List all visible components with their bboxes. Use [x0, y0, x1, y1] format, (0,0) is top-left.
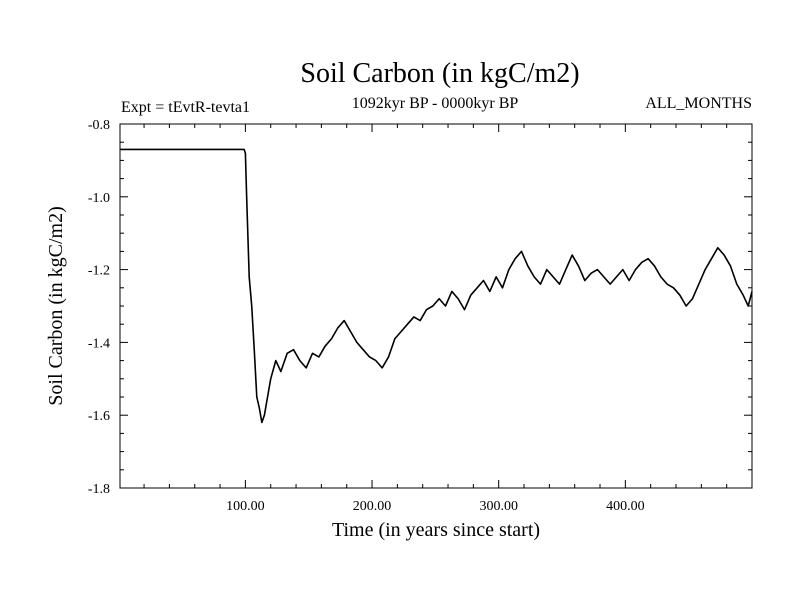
chart-title: Soil Carbon (in kgC/m2) [300, 58, 579, 89]
y-tick-label: -1.6 [88, 409, 110, 424]
x-tick-label: 300.00 [479, 499, 518, 514]
y-tick-label: -0.8 [88, 118, 110, 133]
y-tick-label: -1.4 [88, 336, 110, 351]
y-tick-label: -1.0 [88, 191, 110, 206]
plot-frame [119, 123, 753, 489]
soil-carbon-line [120, 148, 753, 424]
experiment-label: Expt = tEvtR-tevta1 [121, 99, 250, 116]
x-tick-label: 200.00 [353, 499, 392, 514]
y-axis-label: Soil Carbon (in kgC/m2) [45, 206, 67, 405]
months-label: ALL_MONTHS [645, 95, 752, 112]
y-tick-label: -1.2 [88, 264, 110, 279]
time-range-label: 1092kyr BP - 0000kyr BP [352, 95, 519, 112]
x-tick-label: 400.00 [606, 499, 645, 514]
y-tick-label: -1.8 [88, 482, 110, 497]
x-axis-label: Time (in years since start) [332, 519, 540, 541]
x-tick-label: 100.00 [226, 499, 265, 514]
